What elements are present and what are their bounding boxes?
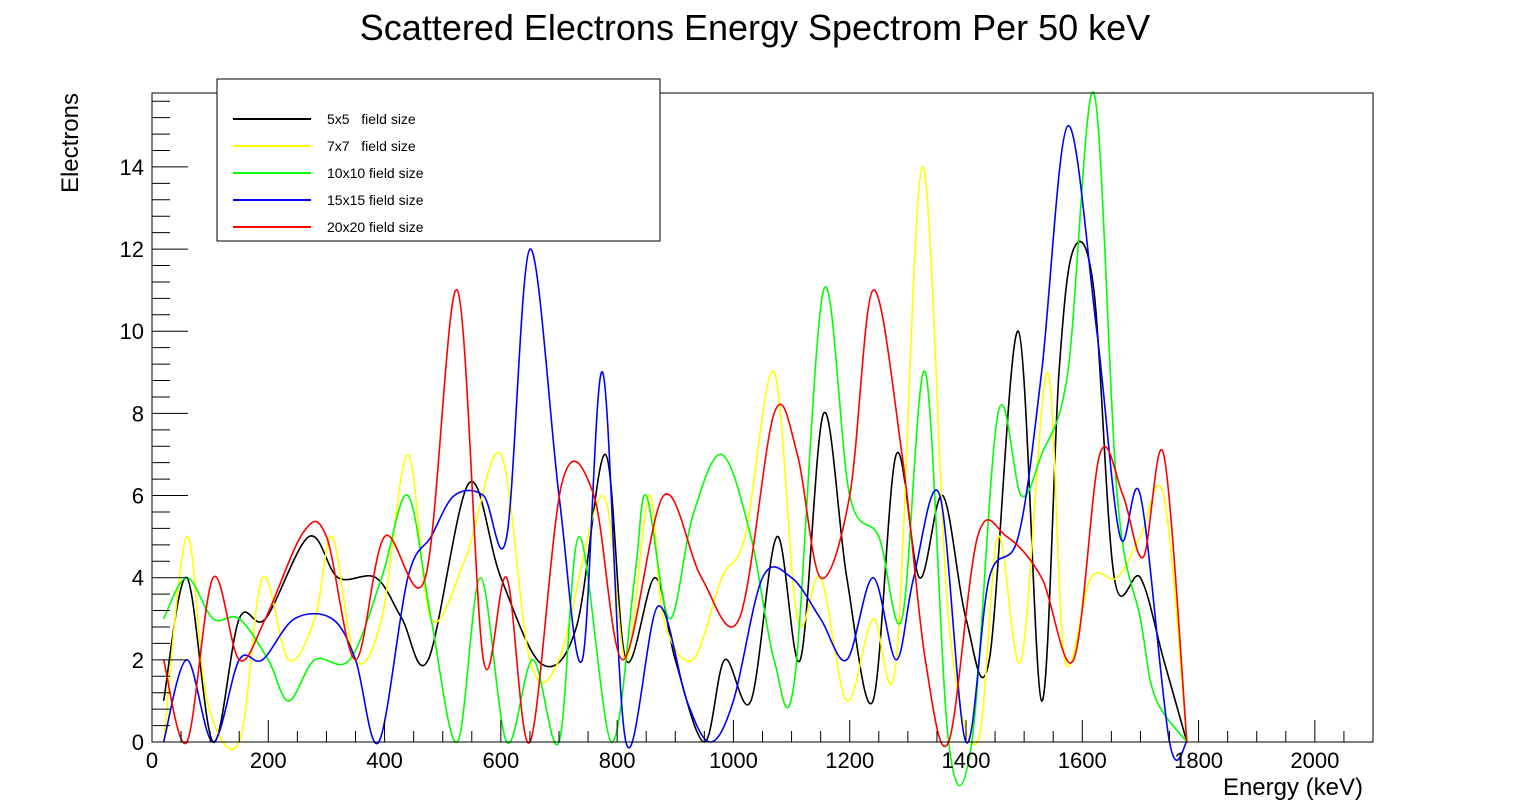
- x-tick-label: 1800: [1174, 748, 1223, 773]
- y-tick-label: 0: [132, 730, 144, 755]
- legend: 5x5 field size 7x7 field size 10x10 field …: [216, 78, 661, 242]
- series-line-3: [162, 125, 1188, 761]
- x-tick-label: 400: [366, 748, 403, 773]
- y-tick-label: 2: [132, 648, 144, 673]
- series-line-1: [162, 166, 1188, 750]
- y-tick-label: 12: [120, 237, 144, 262]
- y-axis-label: Electrons: [57, 93, 84, 193]
- legend-box: [216, 78, 661, 242]
- series-line-4: [162, 289, 1188, 748]
- y-tick-label: 10: [120, 319, 144, 344]
- legend-label-2: 10x10 field size: [327, 165, 424, 181]
- x-tick-label: 1000: [709, 748, 758, 773]
- axes: 0 200 400 600 800 1000 1200 1400 1600 1800 2000 0 2 4…: [120, 100, 1374, 773]
- y-tick-label: 14: [120, 155, 144, 180]
- legend-label-4: 20x20 field size: [327, 219, 424, 235]
- y-tick-label: 8: [132, 401, 144, 426]
- series-line-0: [162, 240, 1188, 743]
- x-axis-label: Energy (keV): [1223, 774, 1363, 801]
- x-tick-label: 1200: [825, 748, 874, 773]
- x-tick-label: 1600: [1058, 748, 1107, 773]
- x-tick-label: 0: [146, 748, 158, 773]
- x-tick-label: 800: [599, 748, 636, 773]
- x-tick-label: 600: [482, 748, 519, 773]
- x-tick-label: 1400: [942, 748, 991, 773]
- legend-label-3: 15x15 field size: [327, 192, 424, 208]
- chart-title: Scattered Electrons Energy Spectrom Per …: [360, 7, 1150, 48]
- y-tick-label: 6: [132, 484, 144, 509]
- y-tick-label: 4: [132, 566, 144, 591]
- legend-label-1: 7x7 field size: [327, 138, 416, 154]
- series-lines: [162, 91, 1188, 787]
- x-tick-label: 2000: [1290, 748, 1339, 773]
- legend-label-0: 5x5 field size: [327, 111, 416, 127]
- x-tick-label: 200: [250, 748, 287, 773]
